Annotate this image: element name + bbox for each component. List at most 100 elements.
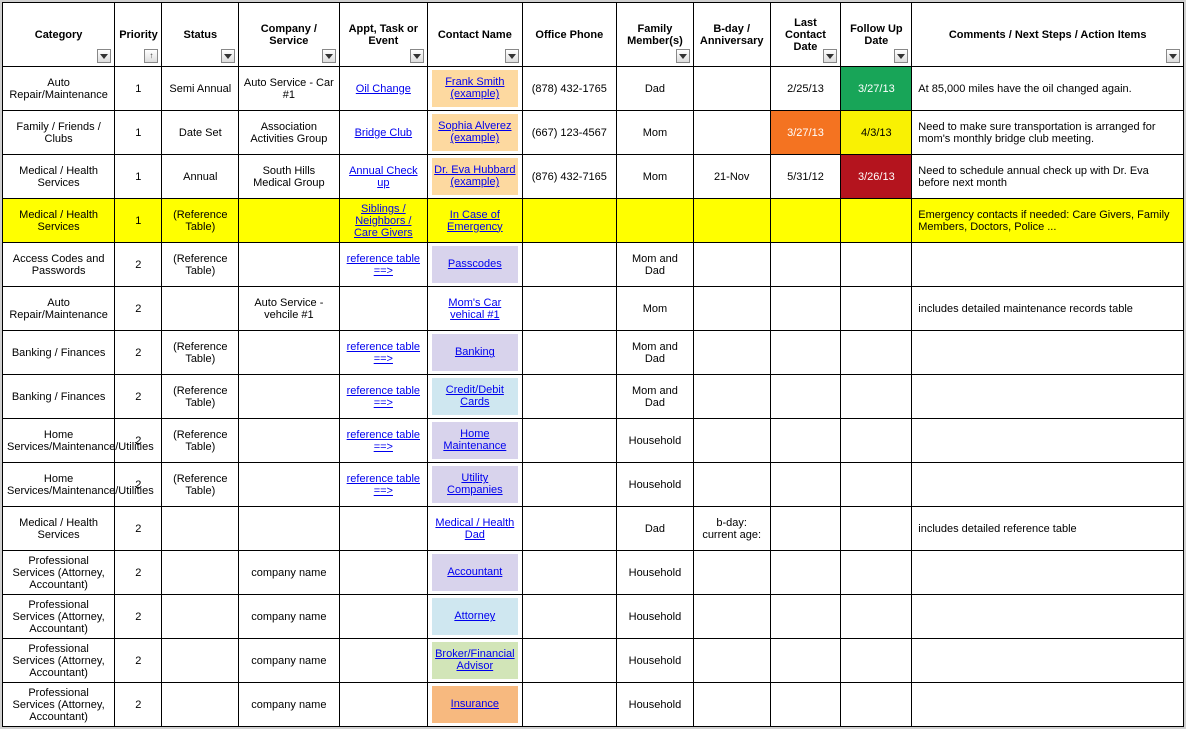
spreadsheet-container: CategoryPriority↑StatusCompany / Service… [2, 2, 1184, 727]
table-row: Banking / Finances2(Reference Table)refe… [3, 375, 1184, 419]
cell-task-link[interactable]: Siblings / Neighbors / Care Givers [354, 203, 413, 239]
cell-bday: 21-Nov [693, 155, 770, 199]
cell-contact: Accountant [428, 551, 522, 595]
cell-category: Professional Services (Attorney, Account… [3, 683, 115, 727]
cell-task[interactable]: reference table ==> [339, 331, 428, 375]
cell-contact: Dr. Eva Hubbard (example) [428, 155, 522, 199]
table-row: Auto Repair/Maintenance1Semi AnnualAuto … [3, 67, 1184, 111]
cell-status [162, 595, 239, 639]
contact-link[interactable]: Passcodes [448, 258, 502, 270]
cell-phone: (878) 432-1765 [522, 67, 616, 111]
cell-priority: 2 [115, 287, 162, 331]
contact-link[interactable]: Sophia Alverez (example) [434, 120, 516, 144]
cell-task-link[interactable]: Bridge Club [355, 127, 412, 139]
cell-family: Household [617, 551, 694, 595]
cell-company: Auto Service - Car #1 [239, 67, 339, 111]
cell-task[interactable]: Oil Change [339, 67, 428, 111]
cell-status: Date Set [162, 111, 239, 155]
cell-contact: Credit/Debit Cards [428, 375, 522, 419]
cell-followup [841, 243, 912, 287]
contact-link[interactable]: Accountant [447, 566, 502, 578]
cell-task [339, 595, 428, 639]
cell-contact-link[interactable]: In Case of Emergency [447, 209, 503, 233]
cell-last-contact [770, 639, 841, 683]
filter-dropdown-icon[interactable] [676, 49, 690, 63]
cell-bday [693, 199, 770, 243]
column-header-contact: Contact Name [428, 3, 522, 67]
cell-comments: Need to make sure transportation is arra… [912, 111, 1184, 155]
filter-dropdown-icon[interactable] [894, 49, 908, 63]
cell-task[interactable]: reference table ==> [339, 375, 428, 419]
cell-contact-link[interactable]: Mom's Car vehical #1 [448, 297, 501, 321]
cell-priority: 2 [115, 551, 162, 595]
filter-dropdown-icon[interactable] [505, 49, 519, 63]
cell-followup: 3/26/13 [841, 155, 912, 199]
cell-status [162, 639, 239, 683]
cell-task-link[interactable]: reference table ==> [347, 385, 420, 409]
cell-task[interactable]: Annual Check up [339, 155, 428, 199]
contact-link[interactable]: Broker/Financial Advisor [434, 648, 516, 672]
cell-category: Home Services/Maintenance/Utilities [3, 419, 115, 463]
cell-comments: At 85,000 miles have the oil changed aga… [912, 67, 1184, 111]
cell-priority: 2 [115, 243, 162, 287]
contact-link[interactable]: Attorney [454, 610, 495, 622]
cell-task[interactable]: Siblings / Neighbors / Care Givers [339, 199, 428, 243]
contact-link[interactable]: Home Maintenance [434, 428, 516, 452]
cell-contact[interactable]: Medical / Health Dad [428, 507, 522, 551]
contact-link[interactable]: Utility Companies [434, 472, 516, 496]
cell-family: Mom [617, 287, 694, 331]
cell-task [339, 639, 428, 683]
cell-followup: 3/27/13 [841, 67, 912, 111]
filter-dropdown-icon[interactable] [322, 49, 336, 63]
cell-status [162, 507, 239, 551]
column-header-family: Family Member(s) [617, 3, 694, 67]
cell-task-link[interactable]: reference table ==> [347, 473, 420, 497]
contact-link[interactable]: Insurance [451, 698, 499, 710]
cell-task[interactable]: reference table ==> [339, 243, 428, 287]
cell-task[interactable]: reference table ==> [339, 463, 428, 507]
column-header-priority: Priority↑ [115, 3, 162, 67]
filter-dropdown-icon[interactable] [1166, 49, 1180, 63]
cell-task-link[interactable]: Oil Change [356, 83, 411, 95]
cell-task[interactable]: reference table ==> [339, 419, 428, 463]
cell-priority: 2 [115, 375, 162, 419]
cell-phone [522, 199, 616, 243]
cell-last-contact [770, 243, 841, 287]
cell-company [239, 507, 339, 551]
cell-family: Mom [617, 155, 694, 199]
cell-contact-link[interactable]: Medical / Health Dad [435, 517, 514, 541]
cell-phone [522, 595, 616, 639]
cell-last-contact [770, 595, 841, 639]
cell-task[interactable]: Bridge Club [339, 111, 428, 155]
cell-priority: 2 [115, 683, 162, 727]
cell-phone [522, 463, 616, 507]
column-header-lastcontact: Last Contact Date [770, 3, 841, 67]
filter-dropdown-icon[interactable] [823, 49, 837, 63]
cell-contact[interactable]: Mom's Car vehical #1 [428, 287, 522, 331]
cell-category: Medical / Health Services [3, 507, 115, 551]
cell-company [239, 199, 339, 243]
table-row: Professional Services (Attorney, Account… [3, 683, 1184, 727]
contact-link[interactable]: Credit/Debit Cards [434, 384, 516, 408]
contact-link[interactable]: Frank Smith (example) [434, 76, 516, 100]
cell-task-link[interactable]: reference table ==> [347, 429, 420, 453]
cell-family: Household [617, 683, 694, 727]
cell-task [339, 287, 428, 331]
cell-contact[interactable]: In Case of Emergency [428, 199, 522, 243]
sort-icon[interactable]: ↑ [144, 49, 158, 63]
column-header-label: Follow Up Date [850, 23, 903, 47]
cell-category: Banking / Finances [3, 375, 115, 419]
contact-link[interactable]: Banking [455, 346, 495, 358]
cell-category: Medical / Health Services [3, 199, 115, 243]
contact-link[interactable]: Dr. Eva Hubbard (example) [434, 164, 516, 188]
cell-last-contact [770, 551, 841, 595]
filter-dropdown-icon[interactable] [221, 49, 235, 63]
filter-dropdown-icon[interactable] [410, 49, 424, 63]
cell-task-link[interactable]: reference table ==> [347, 253, 420, 277]
cell-task-link[interactable]: reference table ==> [347, 341, 420, 365]
cell-task-link[interactable]: Annual Check up [349, 165, 418, 189]
cell-comments [912, 419, 1184, 463]
filter-dropdown-icon[interactable] [97, 49, 111, 63]
column-header-label: Status [183, 29, 217, 41]
cell-phone [522, 639, 616, 683]
